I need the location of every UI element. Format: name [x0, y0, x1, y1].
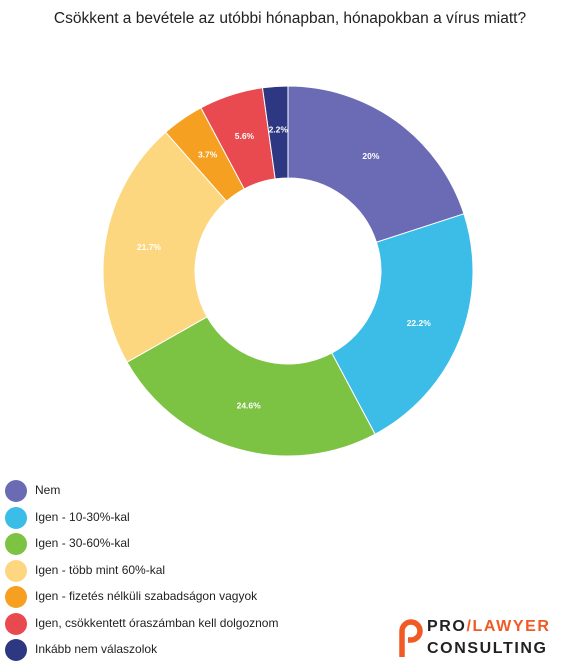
legend-swatch — [5, 533, 27, 555]
legend-swatch — [5, 612, 27, 635]
legend-item: Nem — [5, 480, 325, 502]
logo-text-line2: CONSULTING — [427, 640, 548, 657]
legend-label: Igen - fizetés nélküli szabadságon vagyo… — [35, 589, 258, 603]
logo-slash: / — [466, 618, 473, 635]
legend-item: Igen - 30-60%-kal — [5, 533, 325, 555]
slice-label-4: 21.7% — [137, 242, 162, 252]
legend-item: Inkább nem válaszolok — [5, 639, 325, 661]
donut-slice-1 — [287, 85, 465, 243]
slice-label-6: 5.6% — [235, 131, 255, 141]
legend-label: Inkább nem válaszolok — [35, 642, 158, 656]
slice-label-3: 24.6% — [237, 401, 262, 411]
donut-slice-7 — [261, 85, 289, 180]
legend-label: Igen - több mint 60%-kal — [35, 562, 166, 577]
logo-pro: PRO — [427, 618, 467, 635]
company-logo: PRO/LAWYER CONSULTING — [399, 616, 579, 662]
donut-chart: 20% 22.2% 24.6% 21.7% 3.7% 5.6% 2.2% — [102, 85, 474, 457]
chart-title: Csökkent a bevétele az utóbbi hónapban, … — [53, 10, 527, 27]
legend-item: Igen - több mint 60%-kal — [5, 559, 325, 582]
legend-swatch — [5, 639, 27, 661]
legend-swatch — [5, 506, 27, 529]
legend-item: Igen - fizetés nélküli szabadságon vagyo… — [5, 586, 325, 608]
slice-label-2: 22.2% — [407, 318, 432, 328]
legend-label: Igen - 10-30%-kal — [35, 509, 130, 524]
donut-slice-2 — [331, 213, 474, 435]
legend-swatch — [5, 586, 27, 608]
legend-swatch — [5, 559, 27, 582]
logo-lawyer: LAWYER — [472, 618, 551, 635]
legend-swatch — [5, 480, 27, 502]
legend-label: Igen - 30-60%-kal — [35, 536, 130, 550]
slice-label-7: 2.2% — [269, 125, 289, 135]
legend-item: Igen, csökkentett óraszámban kell dolgoz… — [5, 612, 325, 635]
legend-label: Nem — [35, 483, 61, 497]
donut-slice-4 — [102, 131, 228, 363]
legend-item: Igen - 10-30%-kal — [5, 506, 325, 529]
slice-label-1: 20% — [362, 151, 379, 161]
legend-label: Igen, csökkentett óraszámban kell dolgoz… — [35, 615, 279, 630]
logo-p-icon — [399, 619, 423, 657]
logo-text-line1: PRO/LAWYER — [427, 618, 551, 636]
donut-slice-3 — [126, 316, 376, 457]
slice-label-5: 3.7% — [198, 149, 218, 159]
